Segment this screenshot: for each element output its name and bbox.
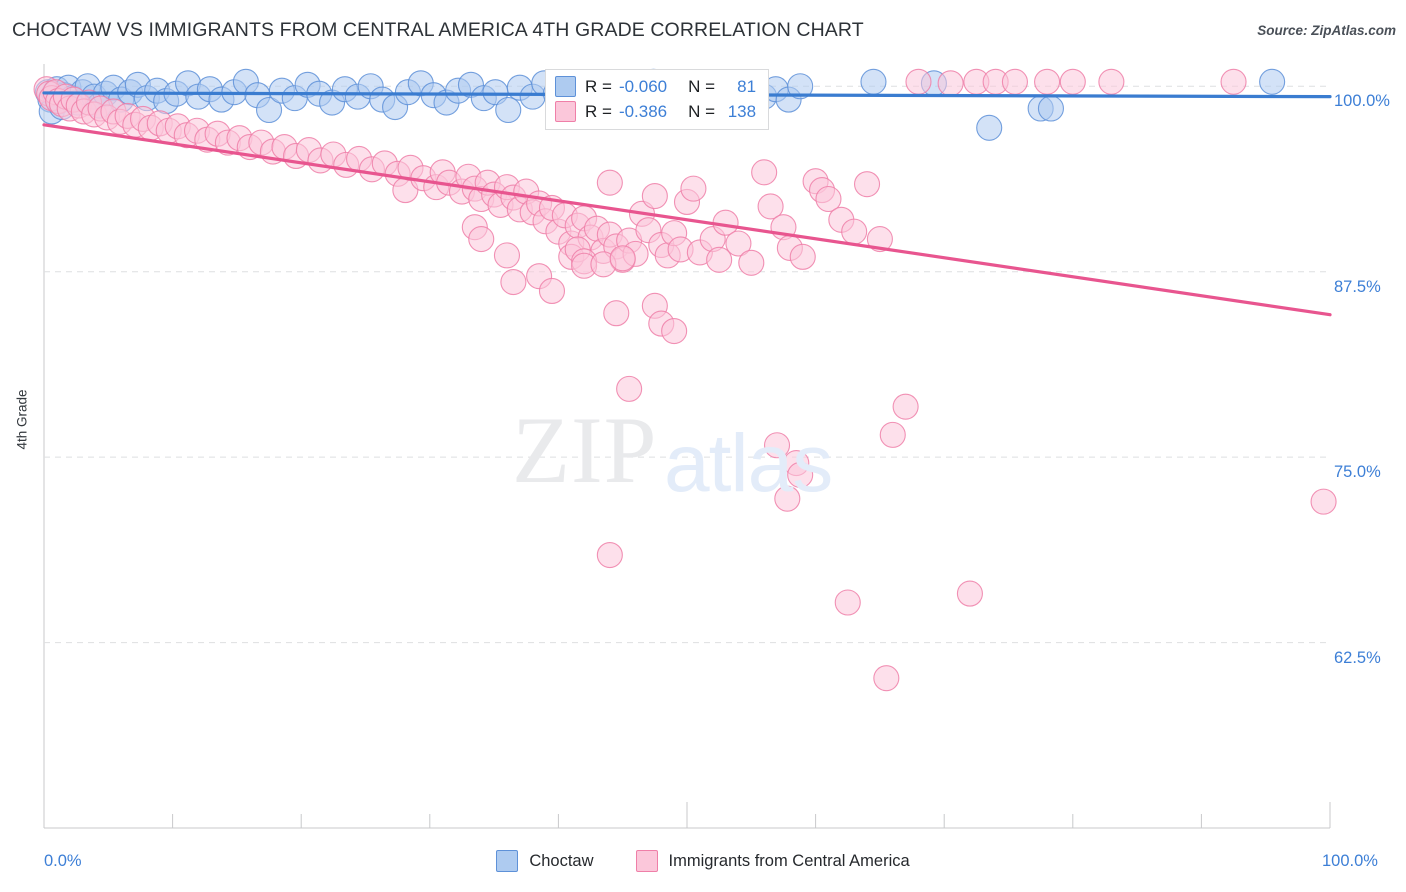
x-axis-label-max: 100.0% <box>1322 852 1378 870</box>
plot-area <box>33 64 1337 829</box>
stats-n-label-immigrants: N = <box>688 101 716 121</box>
y-axis-title: 4th Grade <box>14 389 30 450</box>
y-axis-label-1: 87.5% <box>1334 277 1381 296</box>
data-point <box>841 218 868 245</box>
data-point <box>641 182 668 210</box>
y-axis-label-3: 62.5% <box>1334 648 1381 667</box>
data-point <box>468 226 495 253</box>
stats-r-label-choctaw: R = <box>585 76 612 96</box>
y-axis-label-0: 100.0% <box>1334 92 1390 111</box>
legend-swatch-choctaw <box>496 850 519 872</box>
data-point <box>500 269 527 296</box>
stats-n-label-choctaw: N = <box>688 76 716 96</box>
legend-item-immigrants[interactable]: Immigrants from Central America <box>635 850 910 872</box>
data-point <box>616 375 643 402</box>
data-point <box>1001 68 1028 95</box>
trend-line-immigrants <box>42 123 1332 317</box>
data-point <box>256 96 283 124</box>
stats-r-value-immigrants: -0.386 <box>618 101 668 121</box>
data-point <box>661 317 688 345</box>
data-point <box>879 421 906 448</box>
stats-swatch-immigrants <box>555 101 576 122</box>
data-point <box>609 245 636 272</box>
scatter-svg <box>33 64 1337 829</box>
data-point <box>787 461 814 488</box>
data-point <box>603 300 630 327</box>
data-point <box>976 114 1003 141</box>
data-point <box>853 171 881 198</box>
data-point <box>596 169 623 196</box>
stats-row-immigrants: R = -0.386 N = 138 <box>555 99 756 124</box>
stats-r-value-choctaw: -0.060 <box>618 76 668 96</box>
data-point <box>1059 68 1086 95</box>
data-point <box>757 193 784 220</box>
stats-swatch-choctaw <box>555 76 576 97</box>
data-point <box>763 432 791 459</box>
data-point <box>680 175 707 202</box>
series-immigrants <box>33 68 1337 692</box>
data-point <box>738 249 765 276</box>
data-point <box>905 68 932 95</box>
data-point <box>1037 95 1064 122</box>
data-point <box>860 68 887 95</box>
data-point <box>873 665 900 692</box>
data-point <box>815 185 842 213</box>
legend-label-choctaw: Choctaw <box>529 851 594 870</box>
data-point <box>1098 68 1125 95</box>
legend-label-immigrants: Immigrants from Central America <box>668 851 910 870</box>
data-point <box>789 243 816 270</box>
data-point <box>774 485 801 512</box>
stats-n-value-choctaw: 81 <box>737 76 757 96</box>
data-point <box>937 70 964 97</box>
data-point <box>538 277 566 305</box>
legend-swatch-immigrants <box>635 850 658 872</box>
data-point <box>956 580 983 607</box>
data-point <box>751 159 778 186</box>
stats-row-choctaw: R = -0.060 N = 81 <box>555 74 756 99</box>
data-point <box>706 246 733 273</box>
stats-n-value-immigrants: 138 <box>727 101 757 121</box>
data-point <box>493 242 521 269</box>
data-point <box>892 393 919 420</box>
data-point <box>866 226 893 253</box>
legend-item-choctaw[interactable]: Choctaw <box>496 850 594 872</box>
data-point <box>834 589 861 616</box>
stats-r-label-immigrants: R = <box>585 101 612 121</box>
data-point <box>1310 488 1337 515</box>
data-point <box>1034 68 1061 95</box>
source-attribution: Source: ZipAtlas.com <box>1257 23 1396 38</box>
data-point <box>787 73 814 100</box>
page-title: CHOCTAW VS IMMIGRANTS FROM CENTRAL AMERI… <box>12 19 864 41</box>
data-point <box>1259 68 1286 95</box>
correlation-stats-box: R = -0.060 N = 81 R = -0.386 N = 138 <box>545 69 770 130</box>
data-point <box>495 96 522 124</box>
x-axis-label-min: 0.0% <box>44 852 82 870</box>
chart-legend: Choctaw Immigrants from Central America <box>0 850 1406 872</box>
data-point <box>725 230 752 257</box>
data-point <box>596 541 623 569</box>
y-axis-label-2: 75.0% <box>1334 463 1381 482</box>
data-point <box>1220 68 1247 95</box>
